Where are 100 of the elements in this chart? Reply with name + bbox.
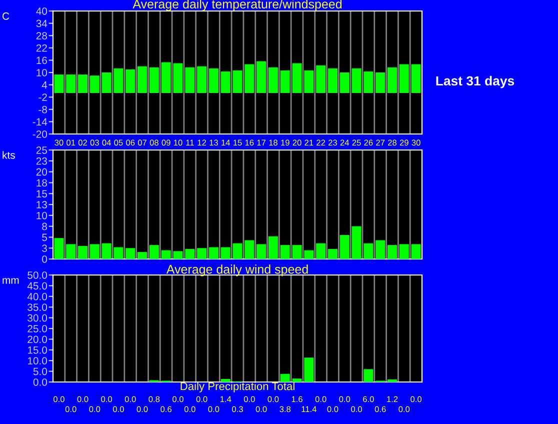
y-tick-label: 23 [36,157,47,165]
bar [161,250,171,259]
y-tick-label: 20 [36,168,48,176]
bar [173,251,183,259]
y-tick-label: 35.0 [28,304,48,311]
data-label: 0.0 [53,396,64,402]
bar [316,243,326,259]
bar [78,74,88,93]
x-tick-label: 26 [364,140,373,146]
data-label: 0.0 [101,396,112,402]
y-tick-label: 15 [36,190,48,198]
data-label: 0.0 [244,396,255,402]
x-tick-label: 30 [412,140,420,146]
x-tick-label: 05 [114,140,123,146]
data-label: 0.0 [410,396,422,402]
data-label: 0.0 [398,406,410,412]
x-tick-label: 23 [328,140,337,146]
bar [102,243,112,259]
x-tick-label: 25 [352,140,361,146]
bar [185,248,195,259]
y-tick-label: 20.0 [28,336,48,344]
bar [126,248,136,259]
x-tick-label: 27 [376,140,385,146]
bar [292,378,302,382]
bar [149,67,159,93]
x-tick-label: 04 [102,140,111,146]
bar [340,235,350,259]
x-tick-label: 12 [198,140,206,146]
x-tick-label: 11 [186,140,194,146]
data-label: 0.0 [172,396,184,402]
y-tick-label: 15.0 [28,346,48,354]
data-label: 0.0 [89,406,100,412]
y-tick-label: 28 [36,32,47,40]
bar [54,74,64,93]
bar [328,248,338,259]
bar [149,245,159,259]
data-label: 0.0 [327,406,338,412]
y-axis-title: kts [2,151,15,159]
y-axis-title: mm [2,278,19,284]
data-label: 1.6 [292,396,302,402]
x-tick-label: 13 [210,140,218,146]
y-tick-label: 16 [36,56,47,64]
bar [352,68,362,93]
bar [114,247,124,259]
y-tick-label: 10 [36,212,48,220]
bar [102,72,112,93]
bar [376,72,386,93]
bar [364,71,374,93]
y-tick-label: -8 [38,106,47,114]
bar [387,67,398,93]
bar [340,72,350,93]
bar [268,236,278,259]
bar [411,64,421,93]
bar [90,244,100,259]
bar [292,245,302,259]
y-tick-label: -14 [32,118,48,126]
y-tick-label: 13 [36,201,47,208]
bar [411,244,421,259]
x-tick-label: 09 [162,140,170,146]
bar [220,71,230,93]
bar [90,76,100,93]
data-label: 0.0 [339,396,350,402]
bar [244,64,254,93]
y-tick-label: -2 [38,94,47,101]
data-label: 0.0 [124,396,136,402]
bar [364,369,374,382]
bar [185,67,195,93]
data-label: 0.0 [77,396,88,402]
x-tick-label: 16 [245,140,254,146]
data-label: 0.8 [148,396,160,402]
x-tick-label: 08 [150,140,158,146]
data-label: 0.3 [232,406,243,412]
y-tick-label: 10 [36,69,48,76]
bar [304,70,314,93]
x-tick-label: 14 [222,140,230,146]
bar [173,63,183,93]
data-label: 0.0 [208,406,220,412]
y-tick-label: 8 [42,222,47,230]
x-tick-label: 24 [340,140,350,146]
bar [197,66,207,93]
x-tick-label: 01 [66,140,76,146]
bar [126,69,136,93]
bar [280,70,290,93]
y-tick-label: 40 [36,8,48,15]
bar [161,62,171,93]
x-tick-label: 07 [138,140,146,146]
x-axis-title: Daily Precipitation Total [180,382,294,392]
x-tick-label: 20 [292,140,302,146]
bar [78,246,88,259]
x-tick-label: 03 [90,140,99,146]
data-label: 11.4 [302,406,316,412]
chart-title: Average daily wind speed [166,264,308,276]
data-label: 0.0 [351,406,362,412]
data-label: 1.2 [387,396,398,402]
bar [208,68,218,93]
y-tick-label: 25.0 [28,325,48,332]
y-tick-label: 50.0 [28,272,48,279]
y-tick-label: 25 [36,146,48,154]
bar [328,68,338,93]
bar [256,61,266,93]
